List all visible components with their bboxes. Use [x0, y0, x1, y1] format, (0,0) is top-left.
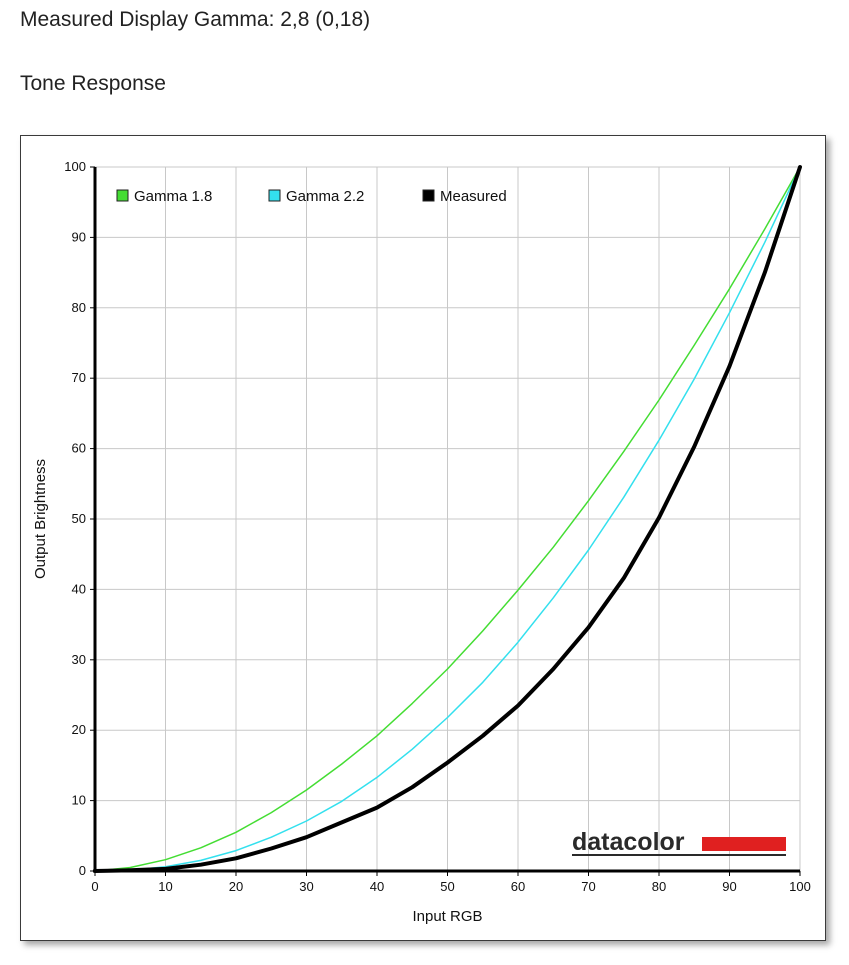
x-tick-label: 50 — [440, 879, 454, 894]
y-tick-label: 0 — [79, 863, 86, 878]
legend-swatch-gamma-2-2 — [268, 189, 281, 202]
chart-canvas: 0 10 20 30 40 50 60 70 80 90 100 0 10 20 30 40 50 60 70 80 9… — [32, 159, 811, 925]
y-axis-title: Output Brightness — [32, 459, 49, 579]
y-tick-label: 70 — [72, 370, 86, 385]
x-tick-label: 70 — [581, 879, 595, 894]
y-tick-label: 50 — [72, 511, 86, 526]
legend-label-gamma-2-2: Gamma 2.2 — [286, 188, 364, 205]
legend-swatch-measured — [422, 189, 435, 202]
y-tick-label: 100 — [64, 159, 86, 174]
legend-label-measured: Measured — [440, 188, 507, 205]
y-tick-label: 60 — [72, 441, 86, 456]
series-line-gamma-1-8 — [94, 166, 801, 872]
x-tick-label: 30 — [299, 879, 313, 894]
legend-swatch-gamma-1-8 — [116, 189, 129, 202]
y-tick-label: 80 — [72, 300, 86, 315]
x-tick-label: 20 — [229, 879, 243, 894]
y-tick-label: 90 — [72, 229, 86, 244]
y-tick-label: 40 — [72, 581, 86, 596]
x-tick-label: 0 — [91, 879, 98, 894]
y-tick-label: 20 — [72, 722, 86, 737]
y-tick-label: 30 — [72, 652, 86, 667]
datacolor-logo-bar — [702, 837, 786, 851]
series-line-gamma-2-2 — [94, 166, 801, 872]
y-tick-label: 10 — [72, 793, 86, 808]
legend-label-gamma-1-8: Gamma 1.8 — [134, 188, 212, 205]
x-axis-title: Input RGB — [412, 908, 482, 925]
section-title: Tone Response — [20, 72, 166, 95]
datacolor-logo-text: datacolor — [572, 828, 685, 856]
x-tick-label: 10 — [158, 879, 172, 894]
x-tick-label: 60 — [511, 879, 525, 894]
x-tick-label: 40 — [370, 879, 384, 894]
x-tick-label: 80 — [652, 879, 666, 894]
tone-response-chart: 0 10 20 30 40 50 60 70 80 90 100 0 10 20 30 40 50 60 70 80 9… — [20, 135, 826, 941]
series-line-measured — [93, 165, 802, 873]
x-tick-label: 90 — [722, 879, 736, 894]
measured-gamma-text: Measured Display Gamma: 2,8 (0,18) — [20, 8, 371, 31]
x-tick-label: 100 — [789, 879, 811, 894]
